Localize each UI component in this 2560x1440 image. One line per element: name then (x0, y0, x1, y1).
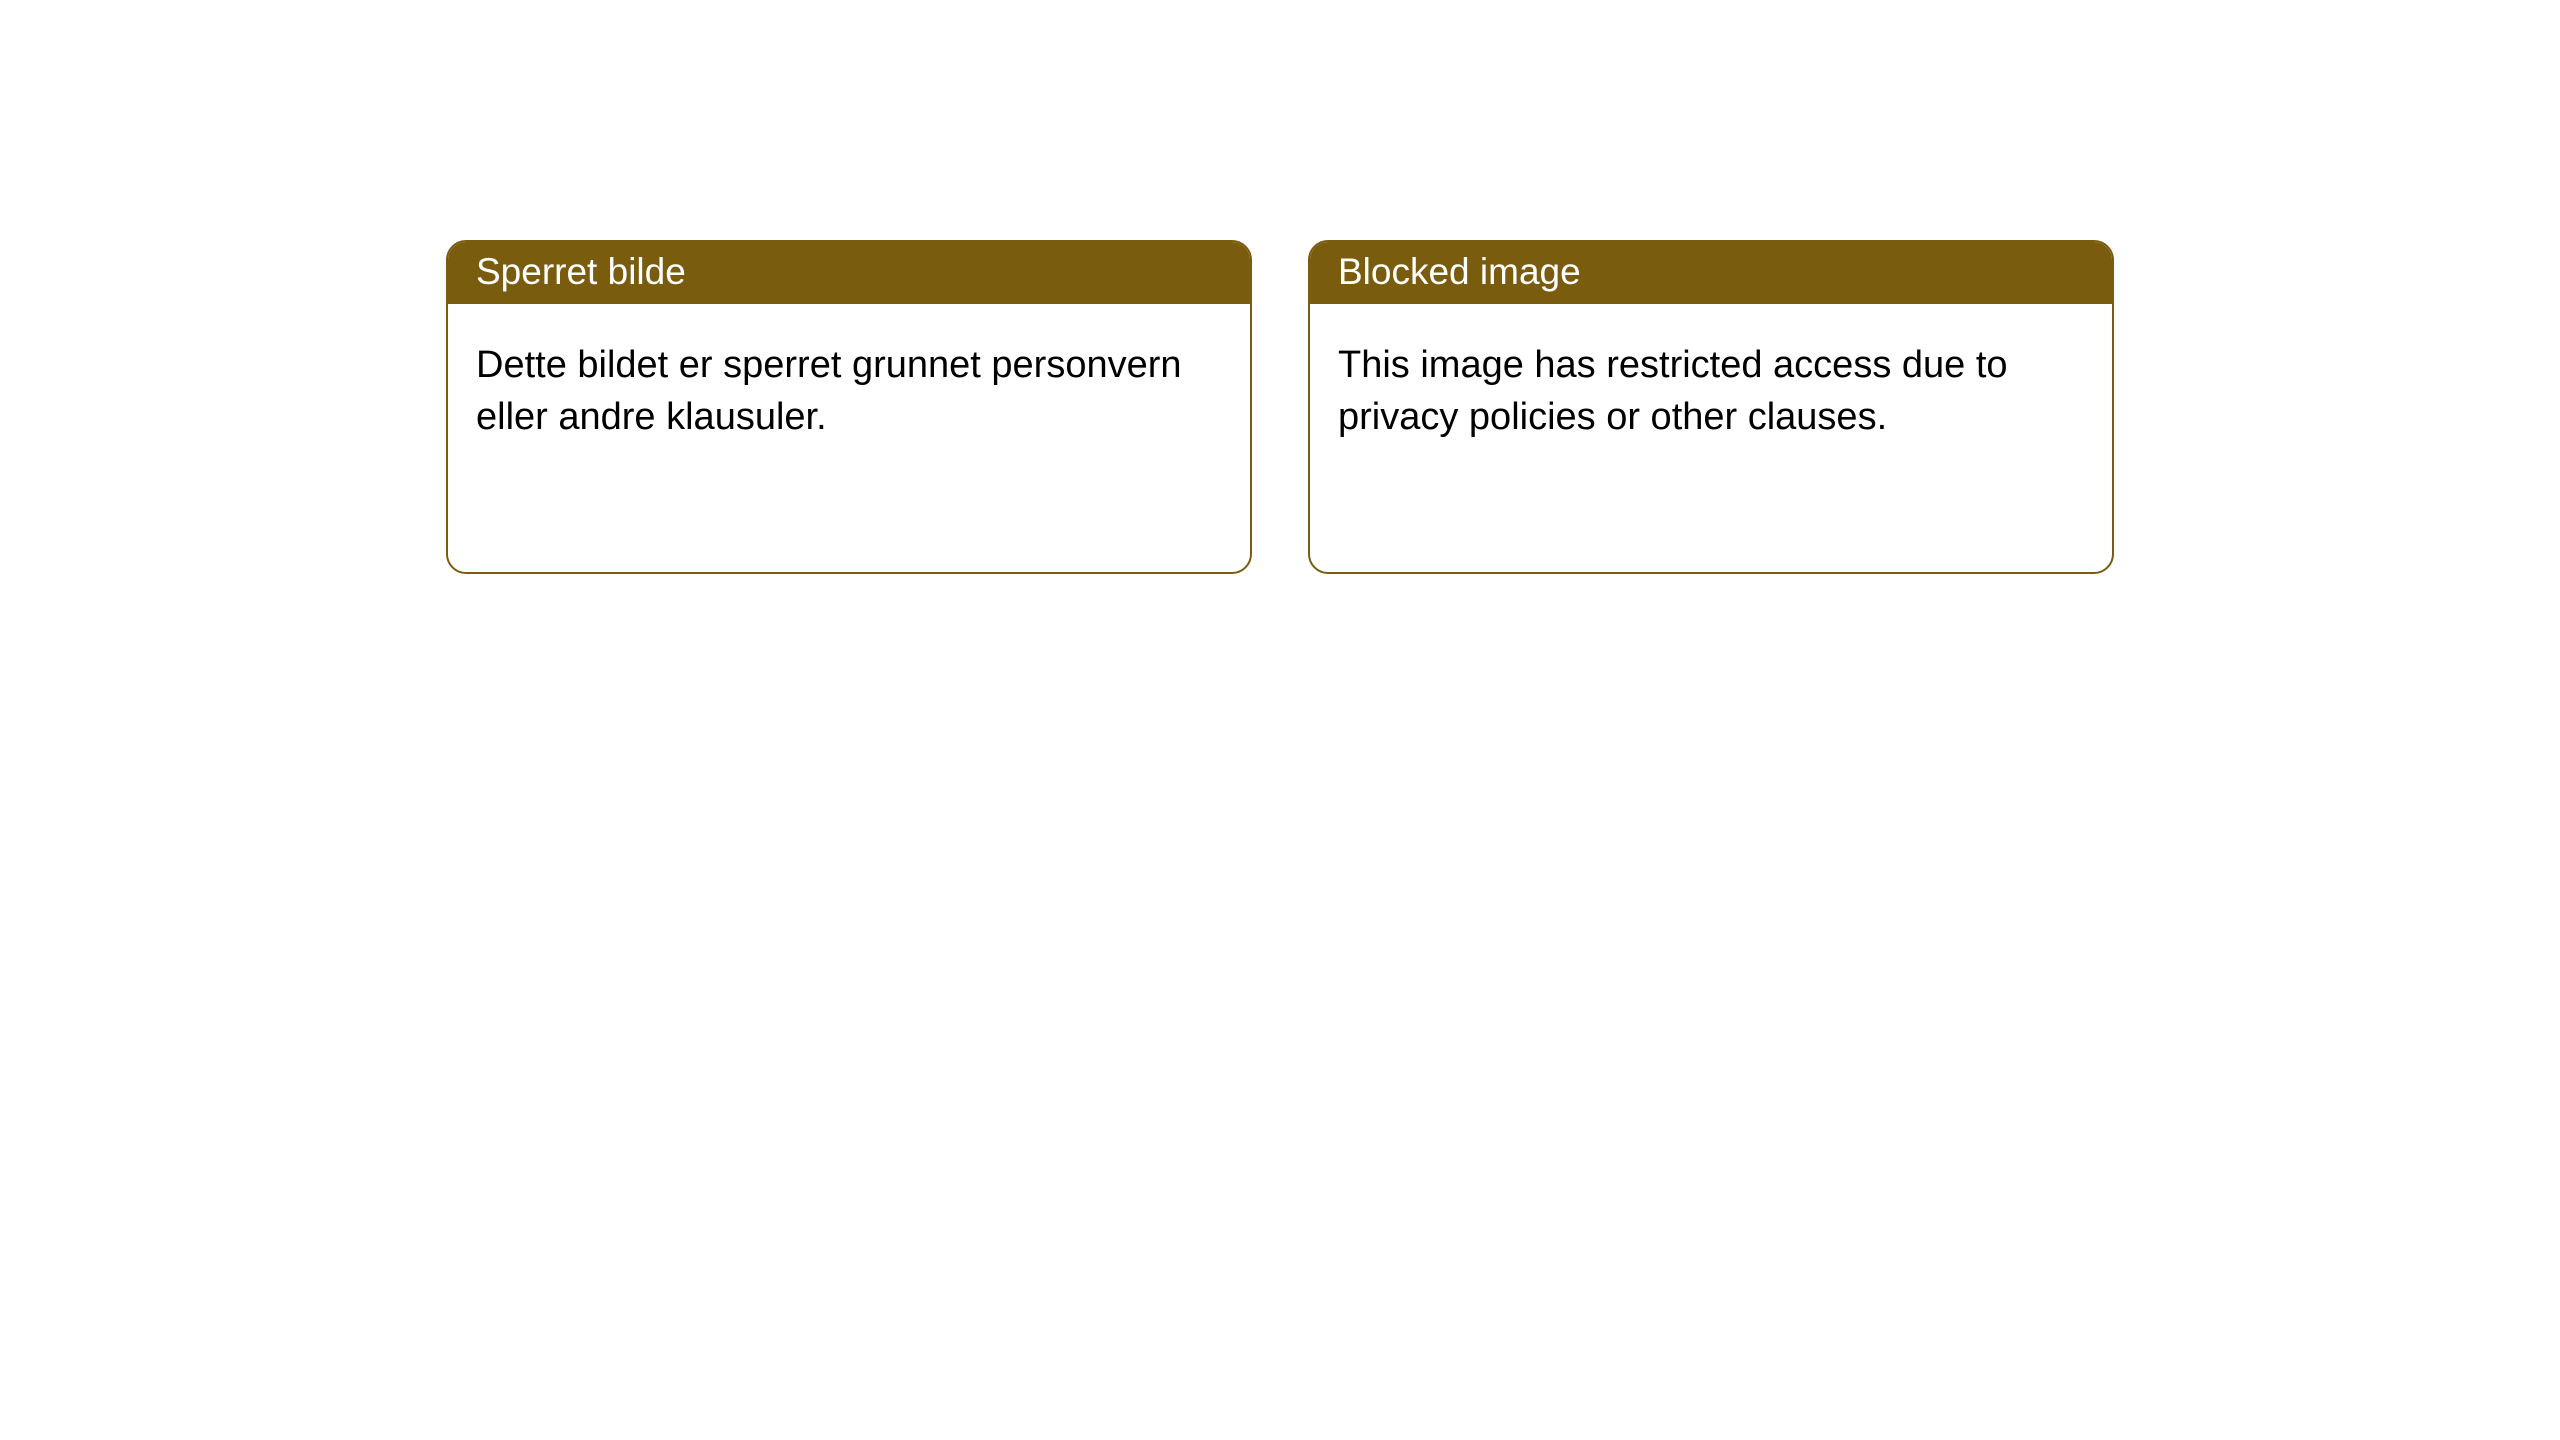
notice-card-english: Blocked image This image has restricted … (1308, 240, 2114, 574)
card-body: This image has restricted access due to … (1310, 304, 2112, 479)
card-header: Blocked image (1310, 242, 2112, 304)
card-body: Dette bildet er sperret grunnet personve… (448, 304, 1250, 479)
card-header: Sperret bilde (448, 242, 1250, 304)
notice-container: Sperret bilde Dette bildet er sperret gr… (0, 0, 2560, 574)
notice-card-norwegian: Sperret bilde Dette bildet er sperret gr… (446, 240, 1252, 574)
